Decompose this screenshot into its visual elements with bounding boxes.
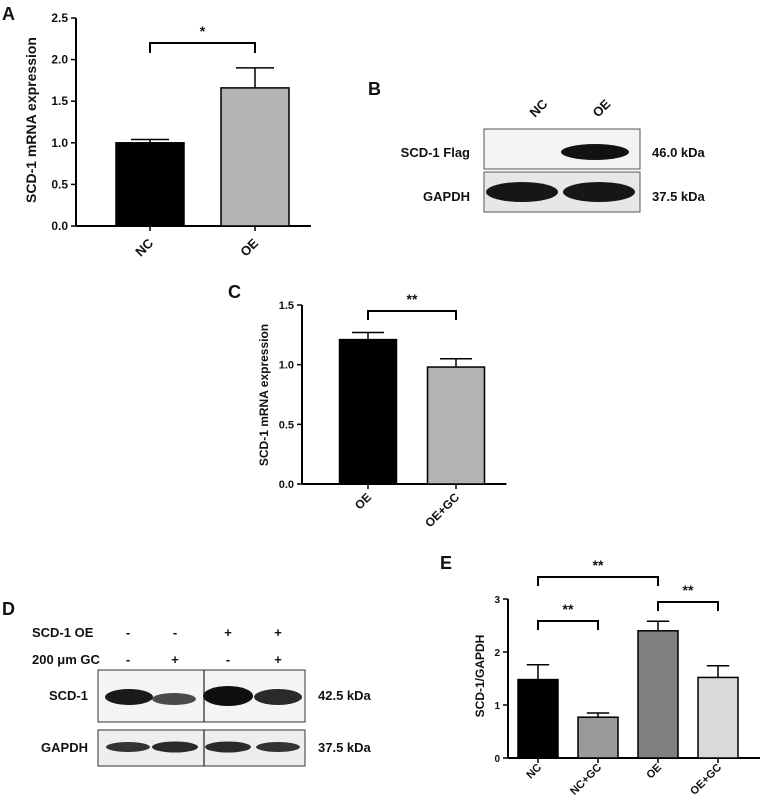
panel-label-a: A [2,4,15,24]
y-tick-label: 2.5 [51,11,68,25]
western-blot-d: D SCD-1 OE 200 μm GC - - + + - + - + SCD-1 GAPD… [2,599,372,767]
y-tick-label: 1 [494,701,500,712]
significance-label: ** [593,557,604,573]
significance-bracket [367,310,457,320]
wb-d-mark: + [274,625,282,640]
chart-c: C SCD-1 mRNA expression 0.0 0.5 1.0 1.5 OE OE… [228,282,507,530]
wb-d-cond-oe: SCD-1 OE [32,625,94,640]
wb-d-band-gapdh-1 [106,742,150,752]
wb-b-band-gapdh-nc [486,182,558,202]
x-tick-label: OE [352,490,374,512]
wb-b-size-gapdh: 37.5 kDa [652,189,706,204]
wb-b-lane-oe: OE [590,96,614,120]
x-tick-label: NC [524,762,544,782]
y-tick-label: 0.5 [279,419,294,431]
y-tick-label: 3 [494,595,500,606]
wb-b-band-gapdh-oe [563,182,635,202]
western-blot-b: B NC OE SCD-1 Flag GAPDH 46.0 kDa 37.5 k… [368,79,706,213]
x-tick-label: OE [644,762,664,782]
significance-label: ** [563,601,574,617]
x-tick-label: OE+GC [688,762,724,798]
wb-d-size-scd1: 42.5 kDa [318,688,372,703]
wb-d-mark: + [171,652,179,667]
significance-bracket [149,42,256,53]
significance-bracket [657,601,719,611]
wb-d-marks: - - + + - + - + [126,625,282,667]
significance-label: * [200,23,206,39]
wb-b-row-gapdh: GAPDH [423,189,470,204]
wb-d-mark: - [173,625,177,640]
wb-d-band-gapdh-3 [205,741,251,753]
significance-bracket [537,576,659,586]
panel-label-d: D [2,599,15,619]
y-tick-label: 0.0 [51,219,68,233]
x-tick-label: NC [132,235,156,259]
y-tick-label: 0.5 [51,177,68,191]
wb-d-band-scd1-2 [152,693,196,705]
wb-b-size-flag: 46.0 kDa [652,145,706,160]
y-tick-label: 1.5 [279,300,294,312]
significance-label: ** [683,582,694,598]
wb-b-row-flag: SCD-1 Flag [401,145,470,160]
wb-b-lane-nc: NC [527,96,551,120]
wb-d-mark: + [274,652,282,667]
wb-d-row-gapdh: GAPDH [41,740,88,755]
panel-label-c: C [228,282,241,302]
y-tick-label: 2 [494,648,500,659]
y-tick-label: 1.0 [279,360,294,372]
bar [517,678,559,759]
wb-d-mark: + [224,625,232,640]
wb-d-row-scd1: SCD-1 [49,688,88,703]
x-tick-label: OE+GC [422,490,462,530]
wb-b-band-flag-oe [561,144,629,160]
bar [577,716,619,759]
wb-d-band-scd1-3 [203,686,253,706]
wb-d-size-gapdh: 37.5 kDa [318,740,372,755]
y-tick-label: 0 [494,754,500,765]
bar [637,630,679,759]
wb-d-mark: - [226,652,230,667]
wb-d-mark: - [126,652,130,667]
chart-a: A SCD-1 mRNA expression 0.0 0.5 1.0 1.5 2.0 2… [2,4,311,259]
panel-label-e: E [440,553,452,573]
panel-label-b: B [368,79,381,99]
wb-d-band-scd1-1 [105,689,153,705]
x-tick-label: NC+GC [568,762,604,798]
chart-a-ylabel: SCD-1 mRNA expression [23,37,39,203]
y-tick-label: 1.5 [51,94,68,108]
bar [338,338,398,485]
wb-d-mark: - [126,625,130,640]
wb-d-cond-gc: 200 μm GC [32,652,101,667]
wb-d-band-scd1-4 [254,689,302,705]
bar [220,87,290,227]
significance-bracket [537,620,599,630]
wb-d-band-gapdh-2 [152,741,198,753]
bar [115,142,185,227]
x-tick-label: OE [237,235,261,259]
y-tick-label: 0.0 [279,479,294,491]
bar [426,366,486,485]
chart-c-ylabel: SCD-1 mRNA expression [257,324,271,466]
bar [697,676,739,759]
y-tick-label: 2.0 [51,53,68,67]
chart-e: E SCD-1/GAPDH 0 1 2 3 NC NC+GC OE OE+GC ** ** ** [440,553,760,798]
y-tick-label: 1.0 [51,136,68,150]
chart-e-ylabel: SCD-1/GAPDH [473,635,487,718]
wb-d-band-gapdh-4 [256,742,300,752]
significance-label: ** [407,291,418,307]
